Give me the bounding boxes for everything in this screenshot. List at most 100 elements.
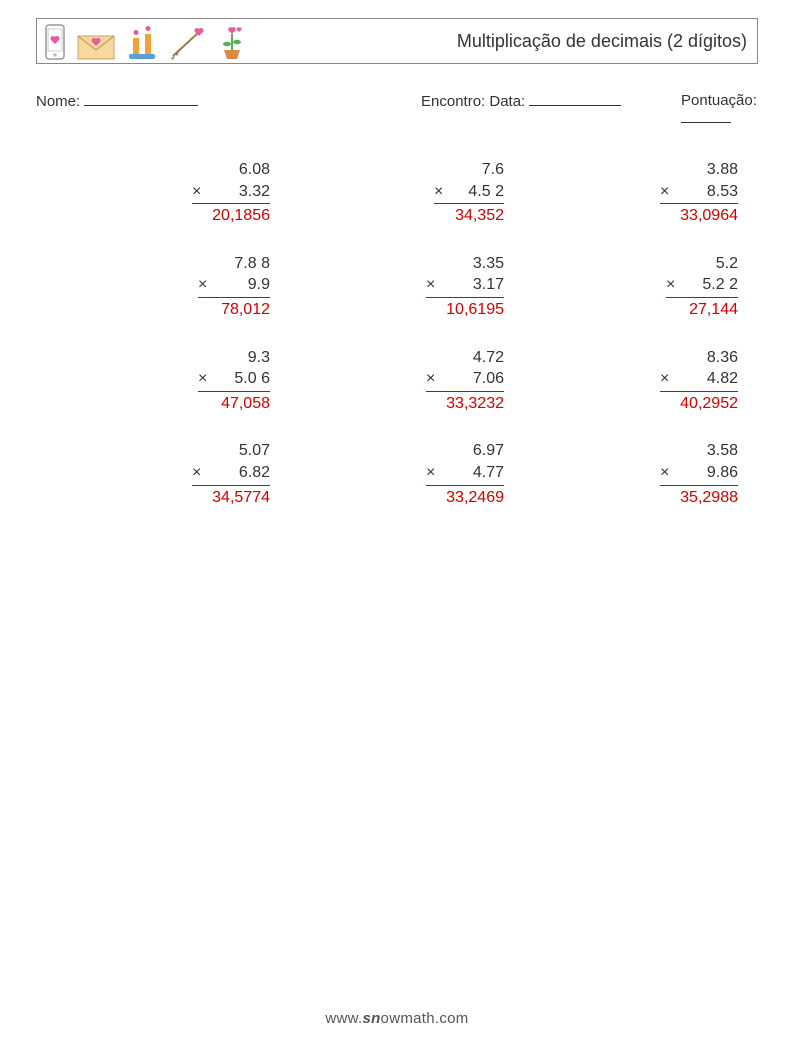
answer: 34,352 — [434, 203, 504, 227]
times-symbol: × — [426, 368, 455, 390]
multiplier-row: ×4.5 2 — [434, 181, 504, 205]
multiplier-row: × 5.2 2 — [666, 274, 738, 298]
footer: www.snowmath.com — [0, 1010, 794, 1027]
problem-stack: 4.72× 7.0633,3232 — [426, 347, 504, 415]
multiplier: 3.17 — [473, 274, 504, 296]
problem-stack: 9.3× 5.0 647,058 — [198, 347, 270, 415]
times-symbol: × — [660, 181, 689, 203]
multiplier-row: × 7.06 — [426, 368, 504, 392]
problem-cell: 6.97× 4.7733,2469 — [310, 440, 504, 508]
footer-prefix: www. — [325, 1010, 362, 1027]
problem-cell: 7.6×4.5 234,352 — [310, 159, 504, 227]
multiplicand: 5.07 — [192, 440, 270, 462]
multiplier: 5.0 6 — [234, 368, 270, 390]
multiplier-row: × 9.9 — [198, 274, 270, 298]
multiplier: 9.86 — [707, 462, 738, 484]
multiplier-row: × 5.0 6 — [198, 368, 270, 392]
problem-cell: 5.2× 5.2 227,144 — [544, 253, 738, 321]
problem-cell: 3.35× 3.1710,6195 — [310, 253, 504, 321]
multiplier-row: × 4.77 — [426, 462, 504, 486]
name-label: Nome: — [36, 93, 80, 110]
multiplicand: 4.72 — [426, 347, 504, 369]
header-icons — [43, 22, 247, 60]
multiplicand: 3.35 — [426, 253, 504, 275]
multiplier: 7.06 — [473, 368, 504, 390]
multiplier: 4.77 — [473, 462, 504, 484]
answer: 10,6195 — [426, 297, 504, 321]
multiplier-row: × 3.17 — [426, 274, 504, 298]
answer: 27,144 — [666, 297, 738, 321]
times-symbol: × — [666, 274, 695, 296]
multiplier: 4.5 2 — [468, 181, 504, 203]
date-label: Encontro: Data: — [421, 93, 525, 110]
problem-stack: 5.07× 6.8234,5774 — [192, 440, 270, 508]
footer-mid: owmath — [381, 1010, 435, 1027]
times-symbol: × — [198, 368, 227, 390]
score-line — [681, 109, 731, 123]
problem-stack: 7.6×4.5 234,352 — [434, 159, 504, 227]
multiplier: 6.82 — [239, 462, 270, 484]
times-symbol: × — [660, 368, 689, 390]
multiplicand: 8.36 — [660, 347, 738, 369]
multiplicand: 3.88 — [660, 159, 738, 181]
times-symbol: × — [426, 274, 455, 296]
header-box: Multiplicação de decimais (2 dígitos) — [36, 18, 758, 64]
multiplier-row: × 4.82 — [660, 368, 738, 392]
problem-cell: 6.08×3.3220,1856 — [76, 159, 270, 227]
problem-cell: 7.8 8×9.978,012 — [76, 253, 270, 321]
name-line — [84, 92, 198, 106]
multiplier-row: × 9.86 — [660, 462, 738, 486]
multiplicand: 6.97 — [426, 440, 504, 462]
problem-stack: 8.36× 4.8240,2952 — [660, 347, 738, 415]
problem-stack: 3.58×9.8635,2988 — [660, 440, 738, 508]
multiplier: 5.2 2 — [702, 274, 738, 296]
multiplicand: 9.3 — [198, 347, 270, 369]
multiplier: 9.9 — [248, 274, 270, 296]
multiplier-row: × 6.82 — [192, 462, 270, 486]
date-line — [529, 92, 621, 106]
problem-cell: 9.3× 5.0 647,058 — [76, 347, 270, 415]
score-label: Pontuação: — [681, 92, 757, 109]
info-row: Nome: Encontro: Data: Pontuação: — [36, 92, 758, 127]
answer: 34,5774 — [192, 485, 270, 509]
problems-grid: 6.08×3.3220,18567.6×4.5 234,3523.88×8.53… — [36, 159, 758, 508]
times-symbol: × — [434, 181, 463, 203]
multiplicand: 7.8 8 — [198, 253, 270, 275]
multiplier: 3.32 — [239, 181, 270, 203]
times-symbol: × — [660, 462, 689, 484]
multiplicand: 5.2 — [666, 253, 738, 275]
answer: 33,3232 — [426, 391, 504, 415]
problem-cell: 4.72× 7.0633,3232 — [310, 347, 504, 415]
plant-heart-icon — [217, 22, 247, 60]
worksheet-title: Multiplicação de decimais (2 dígitos) — [457, 31, 747, 52]
multiplier: 4.82 — [707, 368, 738, 390]
phone-heart-icon — [43, 24, 67, 60]
multiplicand: 3.58 — [660, 440, 738, 462]
problem-cell: 3.88× 8.5333,0964 — [544, 159, 738, 227]
multiplicand: 7.6 — [434, 159, 504, 181]
envelope-heart-icon — [77, 32, 115, 60]
times-symbol: × — [426, 462, 455, 484]
problem-stack: 5.2× 5.2 227,144 — [666, 253, 738, 321]
problem-cell: 3.58×9.8635,2988 — [544, 440, 738, 508]
answer: 47,058 — [198, 391, 270, 415]
candles-icon — [125, 24, 159, 60]
times-symbol: × — [192, 181, 221, 203]
answer: 33,2469 — [426, 485, 504, 509]
problem-cell: 8.36× 4.8240,2952 — [544, 347, 738, 415]
answer: 33,0964 — [660, 203, 738, 227]
problem-stack: 7.8 8×9.978,012 — [198, 253, 270, 321]
problem-stack: 3.35× 3.1710,6195 — [426, 253, 504, 321]
problem-cell: 5.07× 6.8234,5774 — [76, 440, 270, 508]
problem-stack: 6.08×3.3220,1856 — [192, 159, 270, 227]
multiplicand: 6.08 — [192, 159, 270, 181]
multiplier: 8.53 — [707, 181, 738, 203]
times-symbol: × — [198, 274, 227, 296]
times-symbol: × — [192, 462, 221, 484]
answer: 40,2952 — [660, 391, 738, 415]
problem-stack: 3.88× 8.5333,0964 — [660, 159, 738, 227]
footer-suffix: .com — [435, 1010, 469, 1027]
arrow-heart-icon — [169, 26, 207, 60]
problem-stack: 6.97× 4.7733,2469 — [426, 440, 504, 508]
footer-brand: sn — [362, 1010, 380, 1027]
